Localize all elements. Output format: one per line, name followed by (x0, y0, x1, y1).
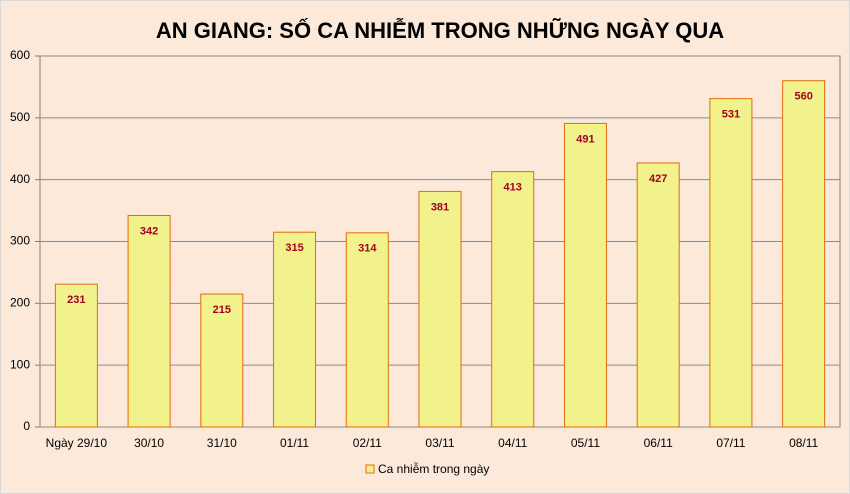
x-tick-label: 04/11 (498, 436, 527, 450)
bar (709, 98, 753, 428)
x-tick-label: 02/11 (353, 436, 382, 450)
y-tick-label: 100 (10, 357, 30, 371)
x-tick-label: 07/11 (716, 436, 745, 450)
y-tick-label: 400 (10, 172, 30, 186)
chart-title: AN GIANG: SỐ CA NHIỄM TRONG NHỮNG NGÀY Q… (156, 17, 724, 43)
value-label: 427 (649, 173, 667, 185)
value-label: 315 (285, 242, 303, 254)
bar (54, 283, 98, 428)
value-label: 215 (213, 304, 231, 316)
x-tick-label: 03/11 (425, 436, 454, 450)
y-tick-label: 300 (10, 234, 30, 248)
x-tick-label: 05/11 (571, 436, 600, 450)
value-label: 381 (431, 201, 449, 213)
bar (418, 190, 462, 428)
value-label: 342 (140, 225, 158, 237)
bar (491, 171, 535, 428)
value-label: 413 (504, 182, 522, 194)
x-tick-label: 01/11 (280, 436, 309, 450)
bar (782, 80, 826, 428)
x-tick-label: 08/11 (789, 436, 818, 450)
value-label: 491 (576, 133, 594, 145)
y-tick-label: 0 (23, 419, 30, 433)
y-tick-label: 200 (10, 296, 30, 310)
value-label: 560 (794, 91, 812, 103)
bar (127, 215, 171, 428)
value-label: 231 (67, 294, 85, 306)
bar (273, 231, 317, 428)
bar (563, 122, 607, 428)
x-tick-label: 30/10 (134, 436, 164, 450)
bar (345, 232, 389, 428)
x-tick-label: Ngày 29/10 (46, 436, 108, 450)
legend-swatch (365, 464, 375, 474)
x-tick-label: 31/10 (207, 436, 237, 450)
value-label: 531 (722, 109, 740, 121)
bar (636, 162, 680, 428)
legend-label: Ca nhiễm trong ngày (378, 461, 489, 476)
bar (200, 293, 244, 428)
y-tick-label: 500 (10, 110, 30, 124)
y-tick-label: 600 (10, 48, 30, 62)
x-tick-label: 06/11 (644, 436, 673, 450)
value-label: 314 (358, 243, 377, 255)
